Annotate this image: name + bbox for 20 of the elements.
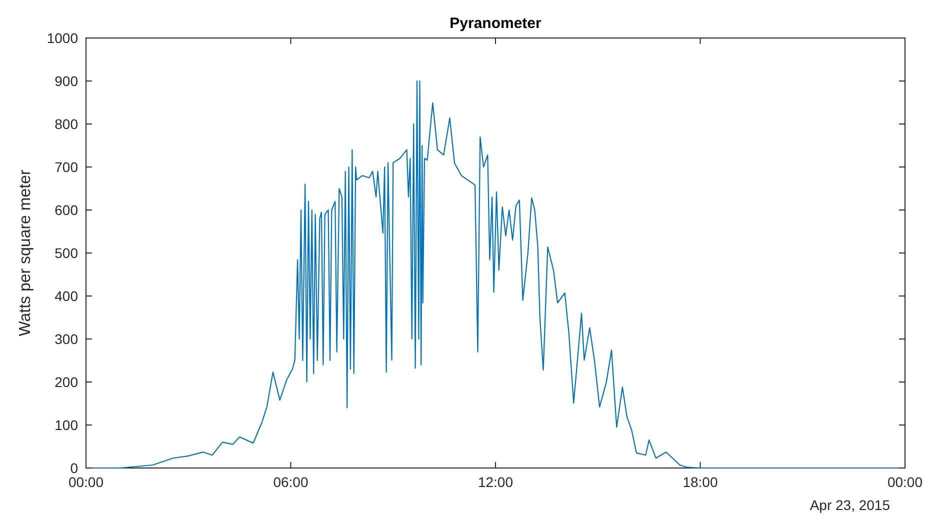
y-tick-label: 100 — [54, 417, 78, 433]
chart-title: Pyranometer — [450, 15, 542, 32]
y-tick-label: 600 — [54, 202, 78, 218]
x-tick-label: 00:00 — [887, 474, 923, 490]
y-tick-label: 700 — [54, 159, 78, 175]
text: Apr 23, 2015 — [810, 497, 890, 513]
y-tick-label: 1000 — [46, 30, 78, 46]
y-tick-label: 0 — [70, 460, 78, 476]
y-tick-label: 200 — [54, 374, 78, 390]
x-tick-label: 18:00 — [682, 474, 718, 490]
y-tick-label: 400 — [54, 288, 78, 304]
x-tick-label: 00:00 — [68, 474, 104, 490]
x-tick-label: 12:00 — [478, 474, 514, 490]
y-tick-label: 300 — [54, 331, 78, 347]
y-tick-label: 900 — [54, 73, 78, 89]
y-tick-label: 800 — [54, 116, 78, 132]
line-series — [85, 80, 906, 469]
y-tick-label: 500 — [54, 245, 78, 261]
y-axis-title: Watts per square meter — [17, 169, 34, 336]
x-tick-label: 06:00 — [273, 474, 308, 490]
